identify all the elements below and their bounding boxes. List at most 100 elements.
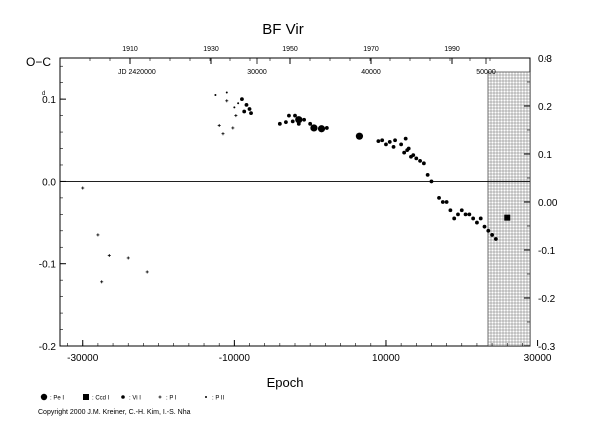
small-dot-point [399,142,404,147]
plus-point [234,114,238,118]
small-dot-point [240,97,244,102]
small-dot-point [242,109,247,114]
plus-point [126,256,130,260]
small-dot-point [456,212,460,217]
plus-point [231,126,235,130]
tiny-dot-point [214,94,217,97]
tiny-dot-point [237,102,240,105]
small-dot-point [429,179,434,184]
small-dot-point [247,107,252,111]
small-dot-point [308,121,313,126]
y-unit-left: d [42,91,45,97]
small-dot-point [302,117,306,122]
plot-frame [59,57,531,347]
small-dot-point [493,237,498,241]
x-axis-label: Epoch [267,375,304,390]
plus-point [221,132,225,136]
legend-label: : P II [212,396,225,402]
legend-label: : P I [166,396,177,402]
small-dot-point [444,200,449,204]
legend-label: : Pe I [50,396,64,402]
copyright-text: Copyright 2000 J.M. Kreiner, C.-H. Kim, … [38,409,191,416]
top-jd-label: 50000 [476,69,496,76]
legend-small-dot-icon [121,395,125,399]
plus-point [225,99,229,103]
chart-title: BF Vir [262,21,303,38]
small-dot-point [290,119,295,124]
y-tick-label-left: 0.1 [42,95,56,106]
small-dot-point [380,138,385,143]
small-dot-point [293,113,297,118]
small-dot-point [440,200,445,204]
top-year-label: 1910 [122,46,138,53]
small-dot-point [393,138,397,143]
small-dot-point [421,161,426,166]
y-tick-label-right: -0.1 [538,246,556,257]
small-dot-point [459,208,464,213]
big-dot-point [295,116,303,124]
x-tick-label: -10000 [219,353,251,364]
y-tick-label-right: -0.2 [538,294,556,305]
legend: : Pe I : Ccd I : Vi I : P I : P II [40,393,225,402]
small-dot-point [376,139,381,144]
y-tick-label-left: -0.1 [39,260,57,271]
small-dot-point [284,120,288,125]
small-dot-point [387,140,392,144]
y-unit-right: d [545,56,548,62]
small-dot-point [402,150,407,155]
small-dot-point [384,142,388,147]
small-dot-point [452,216,457,221]
top-year-label: 1990 [444,46,460,53]
x-tick-label: -30000 [67,353,99,364]
legend-item: : Vi I [121,395,141,402]
legend-item: : P I [158,395,177,402]
legend-label: : Ccd I [92,396,110,402]
legend-item: : P II [205,396,225,402]
y-tick-label-right: 0.2 [538,102,552,113]
y-tick-label-right: -0.3 [538,342,556,353]
small-dot-point [482,224,487,229]
legend-label: : Vi I [129,396,141,402]
y-tick-label-right: 0.1 [538,150,552,161]
top-jd-label: 40000 [361,69,381,76]
small-dot-point [486,228,491,233]
small-dot-point [490,233,494,237]
small-dot-point [324,126,329,130]
x-tick-label: 30000 [524,353,552,364]
plus-point [107,253,111,257]
small-dot-point [475,220,479,225]
plus-point [217,123,221,127]
top-year-label: 1970 [363,46,379,53]
legend-tiny-dot-icon [205,396,207,398]
legend-big-dot-icon [40,393,48,401]
small-dot-point [418,158,422,163]
tiny-dot-point [225,91,228,94]
plus-point [100,280,104,284]
top-year-label: 1950 [282,46,298,53]
small-dot-point [478,216,483,221]
big-dot-point [310,124,318,132]
small-dot-point [437,195,441,200]
small-dot-point [463,212,468,217]
legend-item: : Pe I [40,393,64,402]
small-dot-point [414,156,419,161]
axis-ticks: -30000 -10000 10000 300000.10.0-0.1-0.2d0.3… [39,46,558,364]
y-axis-label-left: O−C [26,55,51,69]
small-dot-point [391,144,396,149]
square-point [504,214,511,221]
jd-label: JD 2420000 [118,69,156,76]
plus-point [96,233,100,237]
small-dot-point [467,212,472,217]
plus-point [81,186,85,190]
small-dot-point [406,146,411,151]
legend-plus-icon [158,395,162,399]
top-year-label: 1930 [203,46,219,53]
tiny-dot-point [233,106,236,109]
top-jd-label: 30000 [247,69,267,76]
plus-point [145,270,149,274]
small-dot-point [425,172,430,177]
small-dot-point [403,136,408,141]
hatched-region [487,71,531,347]
y-tick-label-left: 0.0 [42,177,56,188]
